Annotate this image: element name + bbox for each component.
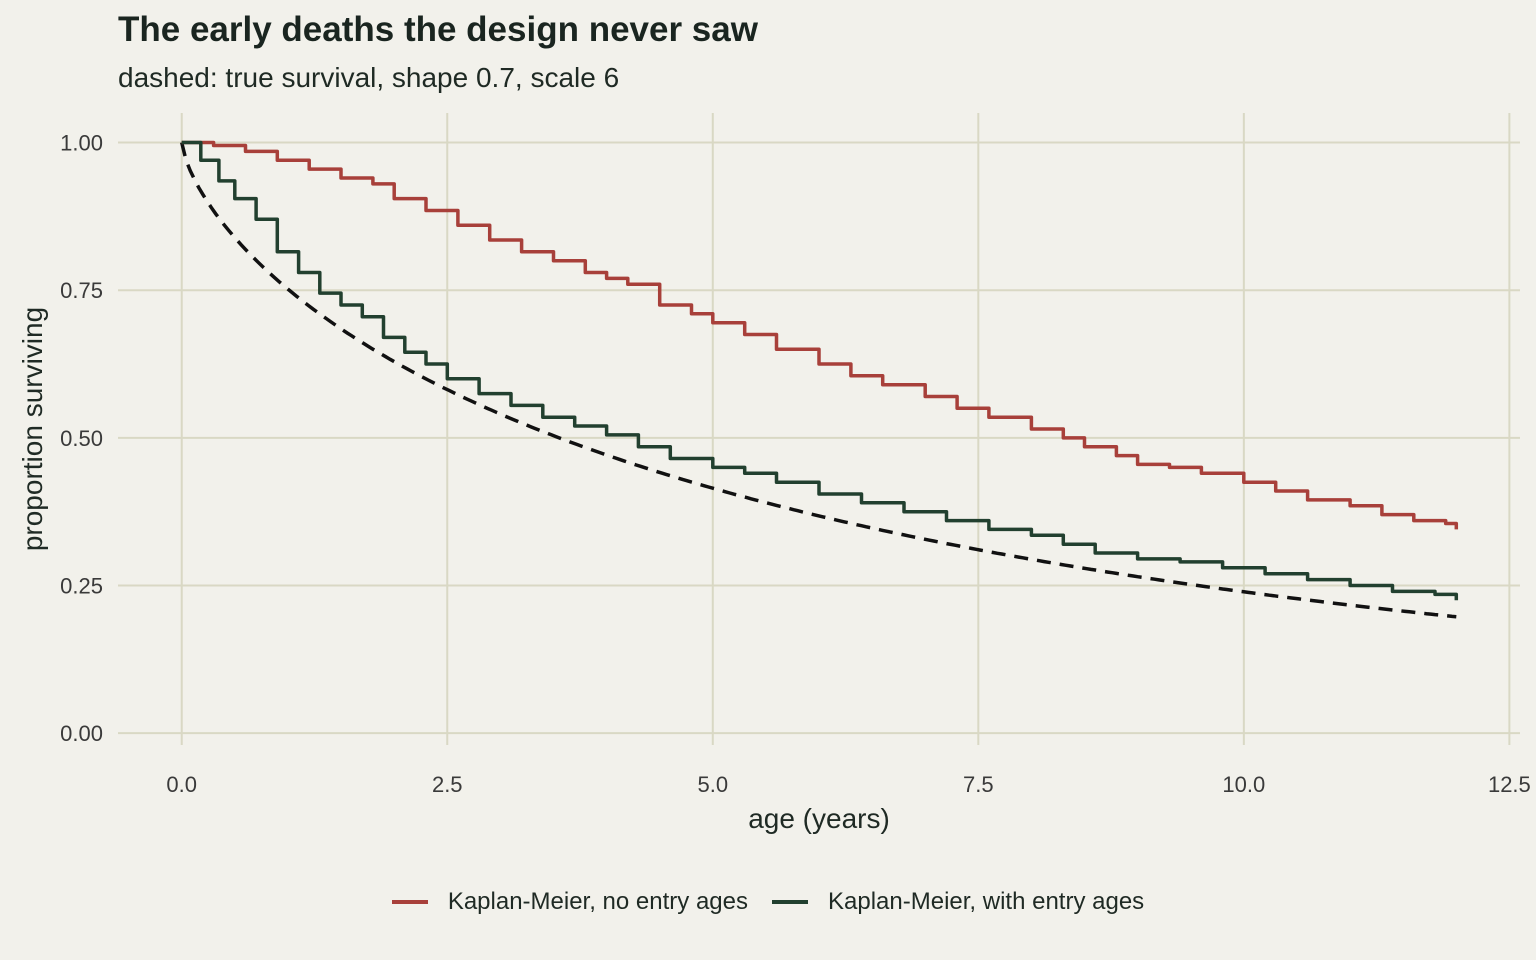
km-no-entry-line — [181, 140, 1459, 530]
legend-item-with-entry: Kaplan-Meier, with entry ages — [772, 888, 1144, 916]
true-survival-line — [180, 142, 1457, 619]
x-tick-label: 12.5 — [1488, 772, 1531, 797]
legend-item-no-entry: Kaplan-Meier, no entry ages — [391, 888, 748, 916]
legend: Kaplan-Meier, no entry ages Kaplan-Meier… — [0, 888, 1536, 916]
y-tick-label: 0.50 — [60, 426, 103, 451]
y-tick-label: 0.25 — [60, 574, 103, 599]
x-tick-label: 10.0 — [1222, 772, 1265, 797]
x-axis-title: age (years) — [748, 803, 890, 834]
y-tick-label: 1.00 — [60, 131, 103, 156]
y-tick-label: 0.75 — [60, 278, 103, 303]
y-tick-label: 0.00 — [60, 721, 103, 746]
x-tick-label: 5.0 — [697, 772, 728, 797]
legend-key-with-entry — [772, 900, 808, 904]
chart-subtitle: dashed: true survival, shape 0.7, scale … — [118, 62, 620, 93]
plot-area: 0.0 2.5 5.0 7.5 10.0 12.5 0.00 0.25 0.50 0.75 1.00… — [17, 113, 1531, 834]
legend-key-no-entry — [391, 900, 428, 904]
tick-labels: 0.0 2.5 5.0 7.5 10.0 12.5 0.00 0.25 0.50 0.75 1.00 — [60, 131, 1531, 797]
x-tick-label: 0.0 — [166, 772, 197, 797]
x-tick-label: 7.5 — [963, 772, 994, 797]
grid-lines — [118, 113, 1520, 745]
chart-title: The early deaths the design never saw — [118, 10, 758, 49]
km-with-entry-line — [181, 140, 1459, 601]
series-lines — [180, 140, 1459, 619]
y-axis-title: proportion surviving — [17, 307, 48, 551]
legend-label-with-entry: Kaplan-Meier, with entry ages — [828, 888, 1145, 915]
x-tick-label: 2.5 — [432, 772, 463, 797]
legend-label-no-entry: Kaplan-Meier, no entry ages — [447, 888, 748, 915]
